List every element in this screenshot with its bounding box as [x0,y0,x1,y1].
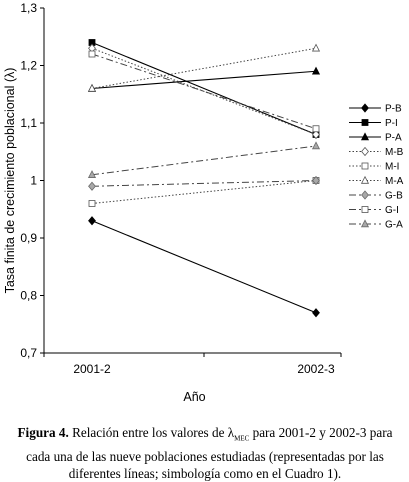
caption-label: Figura 4. [17,425,69,440]
series-line-p-b [91,220,317,314]
legend-marker-g-a [360,219,370,228]
y-tick-label: 1,1 [20,116,37,130]
legend-label-p-a: P-A [385,133,402,144]
legend-label-p-b: P-B [385,104,402,115]
y-tick-label: 1,3 [20,1,37,15]
data-point-m-b [312,129,320,140]
legend-label-m-b: M-B [385,147,404,158]
legend-label-g-i: G-I [385,205,399,216]
y-axis-title: Tasa finita de crecimiento poblacional (… [3,68,17,294]
y-tick-label: 0,9 [20,231,37,245]
caption-text-before: Relación entre los valores de λ [68,425,235,440]
legend-label-m-i: M-I [385,162,399,173]
series-line-g-a [91,145,317,176]
legend-marker-g-b [361,190,369,200]
y-tick-label: 0,8 [20,289,37,303]
series-line-m-a [91,47,317,89]
data-point-g-a [87,170,97,178]
caption-subscript: MEC [234,434,250,443]
data-point-m-a [87,83,97,92]
x-axis-title: Año [183,390,205,404]
x-tick-label: 2002-3 [297,362,335,376]
legend-marker-m-i [361,162,369,170]
series-layer [87,39,321,318]
data-point-m-i [88,200,96,207]
legend-marker-p-i [361,119,369,126]
legend-label-m-a: M-A [385,176,404,187]
legend-marker-g-i [361,206,369,213]
legend-marker-p-b [361,103,369,113]
y-tick-label: 1 [30,174,37,188]
legend-label-g-b: G-B [385,191,403,202]
data-point-g-b [312,175,320,186]
figure-caption: Figura 4. Relación entre los valores de … [6,424,404,482]
data-point-p-b [312,308,320,318]
data-point-p-b [88,216,96,226]
legend-label-g-a: G-A [385,220,403,231]
series-line-g-i [91,53,317,130]
series-line-p-a [91,70,317,90]
data-point-p-a [311,66,321,75]
legend: P-B P-I P-A M-B M-I M-A G-B G-I G-A [349,103,404,231]
data-point-m-a [311,43,321,52]
data-point-g-a [311,141,321,150]
y-tick-label: 0,7 [20,346,37,360]
series-line-p-i [91,41,317,136]
data-point-g-i [312,125,320,133]
series-line-m-i [91,180,317,204]
legend-marker-m-b [361,146,369,157]
series-line-m-b [91,47,317,135]
legend-marker-p-a [360,132,370,141]
y-tick-label: 1,2 [20,59,37,73]
x-tick-label: 2001-2 [73,362,111,376]
caption-text-after: para 2001-2 y 2002-3 para cada una de la… [26,425,393,481]
legend-marker-m-a [360,175,370,184]
series-line-g-b [91,180,317,187]
axes: 0,7 0,8 0,9 1 1,1 1,2 1,3 2001-2 2002-3 [20,1,342,376]
data-point-g-i [88,50,96,58]
data-point-g-b [88,181,96,191]
legend-label-p-i: P-I [385,118,398,129]
